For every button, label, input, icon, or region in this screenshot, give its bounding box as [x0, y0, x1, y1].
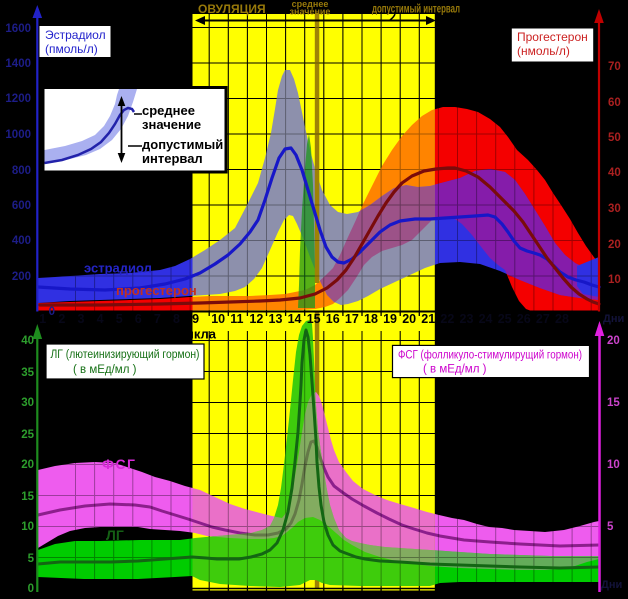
svg-text:1200: 1200	[5, 93, 31, 105]
svg-text:14: 14	[288, 312, 302, 326]
svg-text:Эстрадиол: Эстрадиол	[45, 28, 106, 42]
svg-text:1600: 1600	[5, 23, 31, 35]
svg-text:40: 40	[608, 167, 621, 179]
svg-text:( в мЕд/мл ): ( в мЕд/мл )	[73, 364, 137, 376]
svg-text:27: 27	[536, 312, 550, 326]
svg-text:11: 11	[230, 312, 243, 326]
svg-text:1400: 1400	[5, 58, 31, 70]
svg-text:0: 0	[49, 306, 55, 318]
svg-text:ФСГ (фолликуло-стимулирущий го: ФСГ (фолликуло-стимулирущий гормон)	[398, 350, 582, 362]
svg-text:21: 21	[421, 312, 435, 326]
svg-text:4: 4	[97, 312, 104, 326]
svg-text:20: 20	[607, 335, 620, 347]
svg-text:Дни: Дни	[601, 579, 622, 591]
svg-text:70: 70	[608, 61, 621, 73]
svg-text:22: 22	[440, 312, 454, 326]
svg-text:среднее: среднее	[142, 103, 195, 118]
svg-text:допустимый: допустимый	[142, 137, 223, 152]
svg-text:30: 30	[608, 203, 621, 215]
svg-text:5: 5	[607, 521, 614, 533]
svg-text:26: 26	[517, 312, 531, 326]
svg-text:ЛГ (лютеинизирующий гормон): ЛГ (лютеинизирующий гормон)	[51, 349, 200, 361]
svg-text:400: 400	[12, 235, 31, 247]
svg-text:2: 2	[58, 312, 65, 326]
svg-text:прогестерон: прогестерон	[116, 283, 197, 298]
svg-text:23: 23	[460, 312, 474, 326]
svg-text:60: 60	[608, 97, 621, 109]
svg-text:40: 40	[21, 335, 34, 347]
svg-text:ЛГ: ЛГ	[106, 527, 124, 543]
svg-text:10: 10	[211, 312, 225, 326]
svg-text:25: 25	[498, 312, 512, 326]
svg-text:1000: 1000	[5, 129, 31, 141]
svg-text:1: 1	[39, 312, 46, 326]
svg-text:(пмоль/л): (пмоль/л)	[45, 42, 98, 56]
svg-text:800: 800	[12, 165, 31, 177]
svg-text:200: 200	[12, 271, 31, 283]
svg-text:25: 25	[21, 429, 34, 441]
svg-text:15: 15	[607, 397, 620, 409]
svg-text:17: 17	[345, 312, 359, 326]
svg-text:600: 600	[12, 200, 31, 212]
svg-text:20: 20	[608, 239, 621, 251]
svg-text:( в мЕд/мл ): ( в мЕд/мл )	[423, 364, 487, 376]
svg-text:15: 15	[21, 491, 34, 503]
svg-text:35: 35	[21, 367, 34, 379]
svg-text:5: 5	[28, 553, 35, 565]
svg-text:50: 50	[608, 132, 621, 144]
svg-text:9: 9	[192, 312, 199, 326]
svg-text:19: 19	[383, 312, 397, 326]
svg-text:6: 6	[135, 312, 142, 326]
svg-text:значение: значение	[142, 117, 201, 132]
svg-text:15: 15	[307, 312, 321, 326]
svg-text:10: 10	[608, 274, 621, 286]
svg-text:18: 18	[364, 312, 378, 326]
svg-text:эстрадиол: эстрадиол	[84, 261, 152, 276]
svg-text:ОВУЛЯЦИЯ: ОВУЛЯЦИЯ	[198, 2, 266, 16]
svg-text:среднее: среднее	[292, 0, 329, 9]
svg-text:Дни: Дни	[603, 313, 624, 325]
svg-text:20: 20	[21, 459, 34, 471]
svg-text:дни цикла: дни цикла	[150, 327, 217, 342]
svg-text:0: 0	[28, 583, 34, 595]
svg-text:5: 5	[116, 312, 123, 326]
svg-text:(нмоль/л): (нмоль/л)	[517, 44, 570, 58]
svg-text:7: 7	[154, 312, 161, 326]
svg-text:допустимый интервал: допустимый интервал	[372, 4, 460, 16]
svg-text:ФСГ: ФСГ	[102, 456, 137, 472]
svg-text:20: 20	[402, 312, 416, 326]
svg-text:8: 8	[173, 312, 180, 326]
svg-text:30: 30	[21, 397, 34, 409]
svg-text:Прогестерон: Прогестерон	[517, 30, 588, 44]
svg-text:24: 24	[479, 312, 493, 326]
svg-text:13: 13	[269, 312, 283, 326]
svg-text:16: 16	[326, 312, 340, 326]
svg-text:10: 10	[21, 521, 34, 533]
svg-text:3: 3	[78, 312, 85, 326]
svg-text:значение: значение	[290, 7, 331, 17]
svg-text:28: 28	[555, 312, 569, 326]
svg-text:12: 12	[249, 312, 263, 326]
svg-text:10: 10	[607, 459, 620, 471]
svg-text:интервал: интервал	[142, 151, 203, 166]
